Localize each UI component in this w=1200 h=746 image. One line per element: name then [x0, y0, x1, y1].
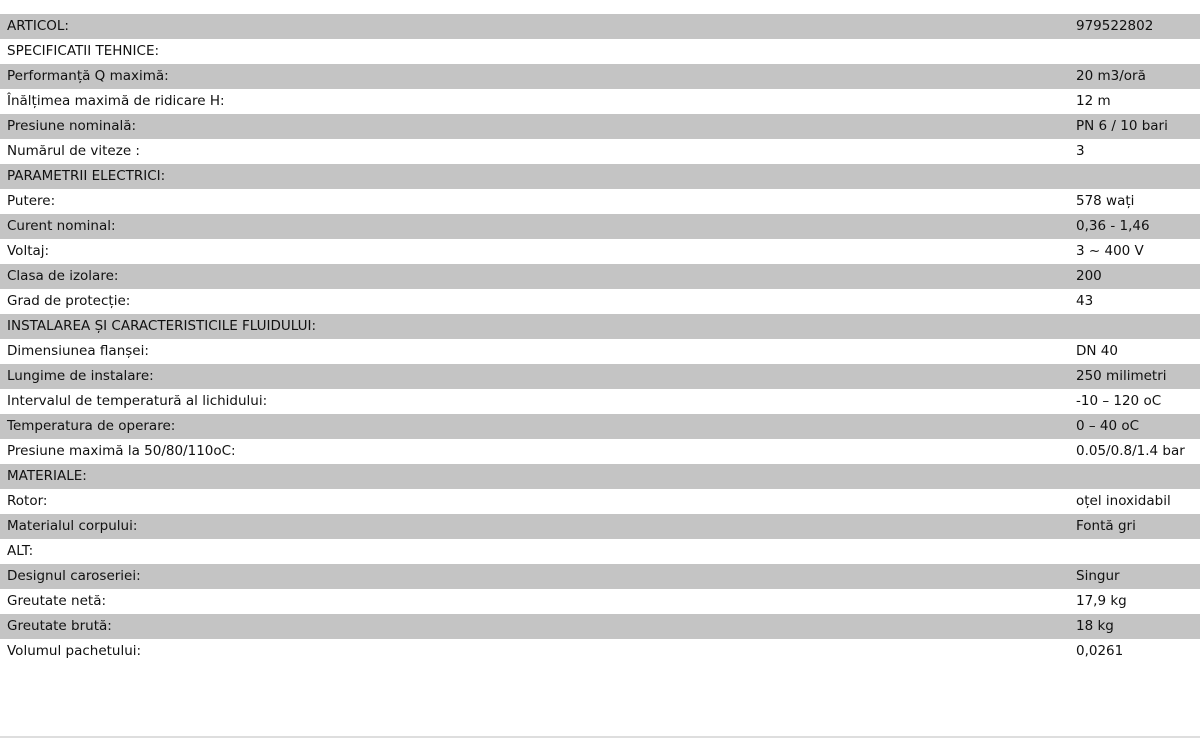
spec-row: Performanță Q maximă: 20 m3/oră — [0, 64, 1200, 89]
spec-row: Presiune nominală: PN 6 / 10 bari — [0, 114, 1200, 139]
spec-value — [1076, 539, 1200, 564]
spec-label: Dimensiunea flanșei: — [7, 343, 149, 359]
spec-value: 3 — [1076, 143, 1085, 159]
spec-label: SPECIFICATII TEHNICE: — [7, 43, 160, 59]
spec-label: Numărul de viteze : — [7, 143, 140, 159]
spec-label: ALT: — [7, 543, 34, 559]
spec-row: Intervalul de temperatură al lichidului:… — [0, 389, 1200, 414]
spec-value: Singur — [1076, 564, 1200, 589]
spec-label: Rotor: — [7, 493, 48, 509]
spec-value: 18 kg — [1076, 614, 1200, 639]
spec-label: Înălțimea maximă de ridicare H: — [7, 93, 225, 109]
spec-label: Intervalul de temperatură al lichidului: — [7, 393, 268, 409]
spec-label: Putere: — [7, 193, 56, 209]
bottom-divider — [0, 736, 1200, 738]
spec-row: Volumul pachetului: 0,0261 — [0, 639, 1200, 664]
spec-label: Greutate brută: — [0, 614, 1076, 639]
spec-label: Presiune nominală: — [0, 114, 1076, 139]
spec-row: Putere: 578 wați — [0, 189, 1200, 214]
spec-value: 20 m3/oră — [1076, 64, 1200, 89]
spec-row: Rotor: oțel inoxidabil — [0, 489, 1200, 514]
spec-value: 0.05/0.8/1.4 bar — [1076, 443, 1185, 459]
spec-value: 3 ~ 400 V — [1076, 243, 1144, 259]
spec-value — [1076, 39, 1200, 64]
spec-row: PARAMETRII ELECTRICI: — [0, 164, 1200, 189]
spec-value — [1076, 314, 1200, 339]
spec-row: Voltaj: 3 ~ 400 V — [0, 239, 1200, 264]
spec-label: INSTALAREA ȘI CARACTERISTICILE FLUIDULUI… — [0, 314, 1076, 339]
spec-row: SPECIFICATII TEHNICE: — [0, 39, 1200, 64]
spec-label: Clasa de izolare: — [0, 264, 1076, 289]
spec-row: Designul caroseriei: Singur — [0, 564, 1200, 589]
spec-label: Grad de protecție: — [7, 293, 131, 309]
spec-row: Materialul corpului: Fontă gri — [0, 514, 1200, 539]
spec-label: Greutate netă: — [7, 593, 107, 609]
spec-row: Temperatura de operare: 0 – 40 oC — [0, 414, 1200, 439]
spec-row: Presiune maximă la 50/80/110oC: 0.05/0.8/… — [0, 439, 1200, 464]
spec-row: ALT: — [0, 539, 1200, 564]
spec-value: 250 milimetri — [1076, 364, 1200, 389]
spec-value — [1076, 164, 1200, 189]
spec-row: Înălțimea maximă de ridicare H: 12 m — [0, 89, 1200, 114]
spec-row: Greutate netă: 17,9 kg — [0, 589, 1200, 614]
spec-label: PARAMETRII ELECTRICI: — [0, 164, 1076, 189]
spec-value: PN 6 / 10 bari — [1076, 114, 1200, 139]
spec-row: ARTICOL: 979522802 — [0, 14, 1200, 39]
spec-label: ARTICOL: — [0, 14, 1076, 39]
spec-value: -10 – 120 oC — [1076, 393, 1162, 409]
spec-value — [1076, 464, 1200, 489]
spec-label: Materialul corpului: — [0, 514, 1076, 539]
spec-value: 0,36 - 1,46 — [1076, 214, 1200, 239]
spec-value: DN 40 — [1076, 343, 1118, 359]
spec-value: 578 wați — [1076, 193, 1135, 209]
spec-label: Volumul pachetului: — [7, 643, 142, 659]
spec-value: 979522802 — [1076, 14, 1200, 39]
spec-value: 12 m — [1076, 93, 1111, 109]
spec-value: 0,0261 — [1076, 643, 1124, 659]
specifications-table: ARTICOL: 979522802 SPECIFICATII TEHNICE: Pe… — [0, 14, 1200, 664]
spec-row: INSTALAREA ȘI CARACTERISTICILE FLUIDULUI… — [0, 314, 1200, 339]
spec-value: 17,9 kg — [1076, 593, 1127, 609]
spec-row: Curent nominal: 0,36 - 1,46 — [0, 214, 1200, 239]
spec-label: Lungime de instalare: — [0, 364, 1076, 389]
spec-row: Grad de protecție: 43 — [0, 289, 1200, 314]
spec-label: Presiune maximă la 50/80/110oC: — [7, 443, 236, 459]
spec-value: 200 — [1076, 264, 1200, 289]
spec-label: Voltaj: — [7, 243, 50, 259]
spec-label: MATERIALE: — [0, 464, 1076, 489]
spec-row: Lungime de instalare: 250 milimetri — [0, 364, 1200, 389]
spec-value: 0 – 40 oC — [1076, 414, 1200, 439]
spec-row: MATERIALE: — [0, 464, 1200, 489]
spec-label: Designul caroseriei: — [0, 564, 1076, 589]
spec-value: Fontă gri — [1076, 514, 1200, 539]
spec-row: Clasa de izolare: 200 — [0, 264, 1200, 289]
spec-value: oțel inoxidabil — [1076, 493, 1171, 509]
spec-label: Curent nominal: — [0, 214, 1076, 239]
spec-row: Numărul de viteze : 3 — [0, 139, 1200, 164]
spec-label: Temperatura de operare: — [0, 414, 1076, 439]
spec-row: Greutate brută: 18 kg — [0, 614, 1200, 639]
spec-row: Dimensiunea flanșei: DN 40 — [0, 339, 1200, 364]
spec-label: Performanță Q maximă: — [0, 64, 1076, 89]
spec-value: 43 — [1076, 293, 1094, 309]
